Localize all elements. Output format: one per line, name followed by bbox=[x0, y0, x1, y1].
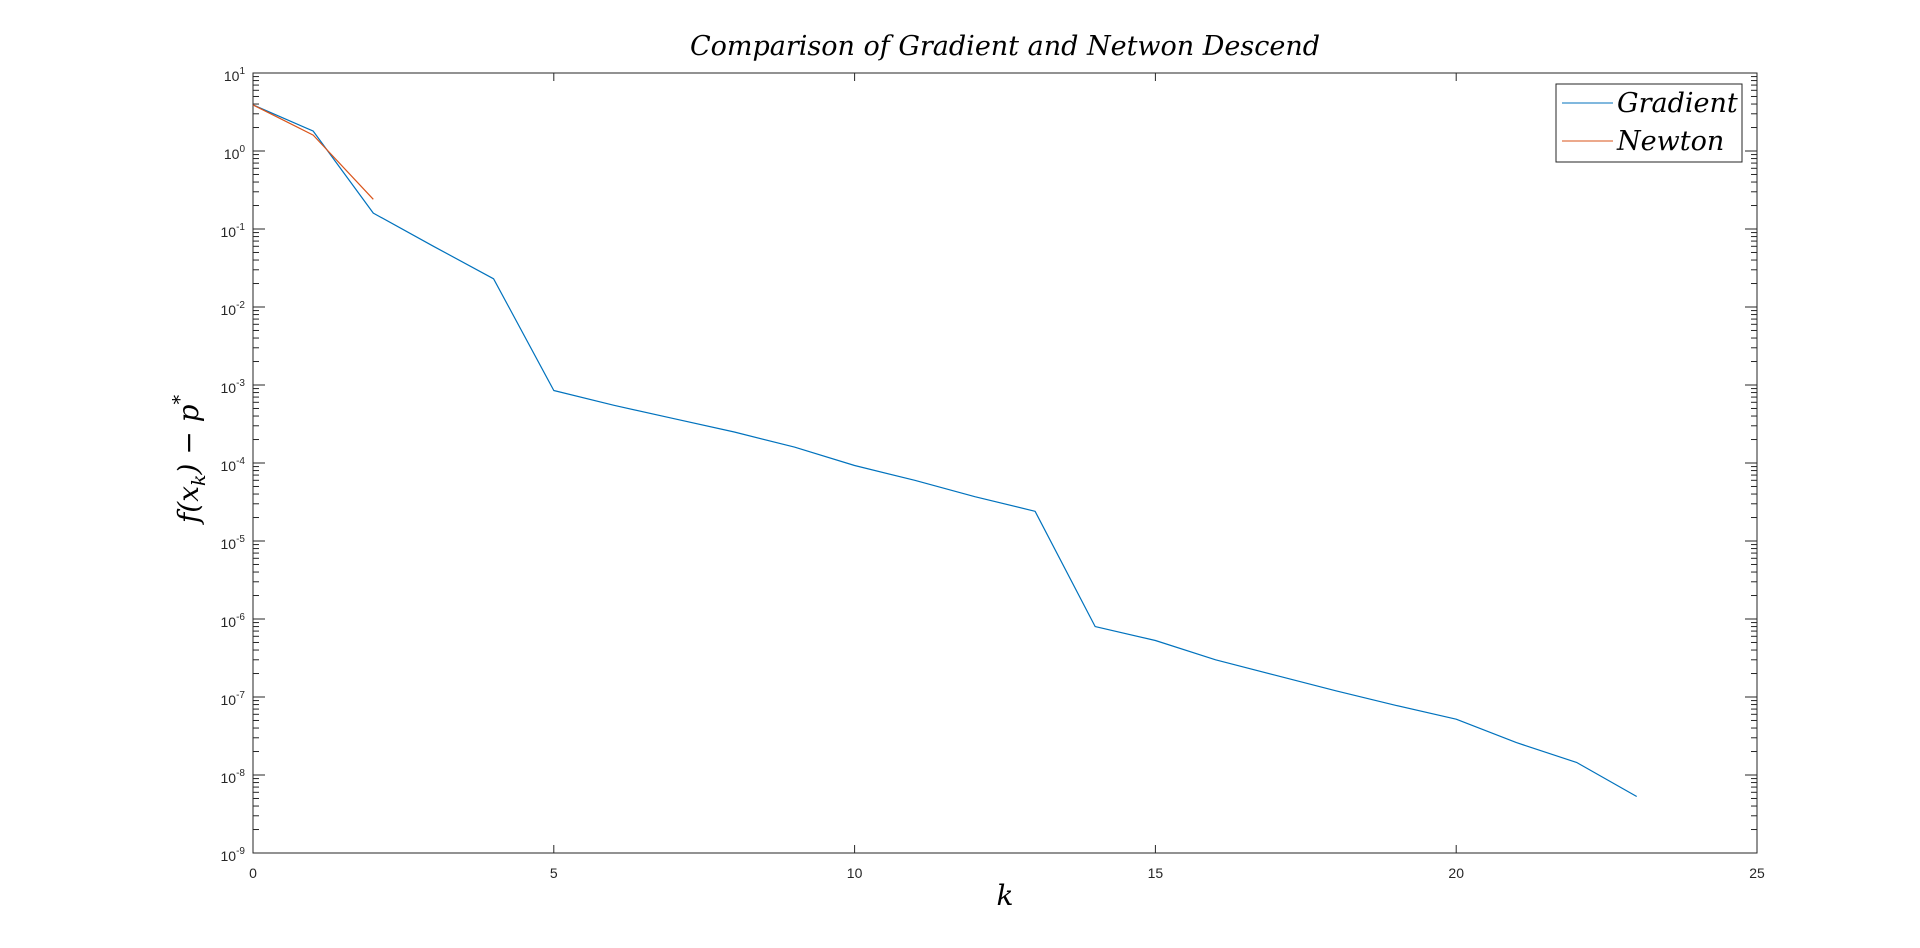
series-line-gradient bbox=[252, 104, 1637, 798]
x-tick-label: 5 bbox=[550, 865, 558, 881]
y-tick-label: 10-2 bbox=[221, 300, 246, 318]
y-tick-label: 10-6 bbox=[221, 612, 246, 630]
x-tick-label: 25 bbox=[1749, 865, 1765, 881]
x-tick-label: 0 bbox=[249, 865, 257, 881]
y-label-f: f(x bbox=[172, 486, 205, 525]
x-tick-labels: 0 5 10 15 20 25 bbox=[249, 865, 1765, 881]
axes-box bbox=[252, 72, 1758, 854]
y-tick-label: 100 bbox=[224, 144, 246, 162]
x-tick-label: 20 bbox=[1448, 865, 1464, 881]
minor-ticks bbox=[253, 76, 1757, 831]
legend-box bbox=[1555, 83, 1743, 163]
series-line-newton bbox=[252, 104, 374, 200]
plot-area bbox=[252, 72, 1758, 854]
y-tick-labels: 10-9 10-8 10-7 10-6 10-5 10-4 10-3 10-2 10-1 100 1… bbox=[221, 66, 246, 864]
y-tick-label: 10-1 bbox=[221, 222, 246, 240]
x-tick-label: 15 bbox=[1148, 865, 1164, 881]
y-label-sub: k bbox=[188, 475, 210, 487]
legend-label-newton: Newton bbox=[1616, 126, 1724, 157]
y-axis-label: f(xk) − p* bbox=[169, 394, 210, 525]
y-tick-label: 10-3 bbox=[221, 378, 246, 396]
y-tick-label: 101 bbox=[224, 66, 246, 84]
y-label-sup: * bbox=[169, 394, 191, 404]
y-tick-label: 10-9 bbox=[221, 846, 246, 864]
x-tick-label: 10 bbox=[847, 865, 863, 881]
x-axis-label: k bbox=[997, 879, 1014, 912]
legend-label-gradient: Gradient bbox=[1617, 88, 1738, 119]
y-tick-label: 10-4 bbox=[221, 456, 246, 474]
series-lines bbox=[252, 104, 1637, 798]
y-tick-label: 10-8 bbox=[221, 768, 246, 786]
major-ticks bbox=[252, 72, 1758, 854]
y-label-mid: ) − p bbox=[172, 404, 205, 475]
y-tick-label: 10-7 bbox=[221, 690, 246, 708]
legend: Gradient Newton bbox=[1555, 83, 1743, 163]
y-tick-label: 10-5 bbox=[221, 534, 246, 552]
chart-title: Comparison of Gradient and Netwon Descen… bbox=[690, 31, 1320, 62]
